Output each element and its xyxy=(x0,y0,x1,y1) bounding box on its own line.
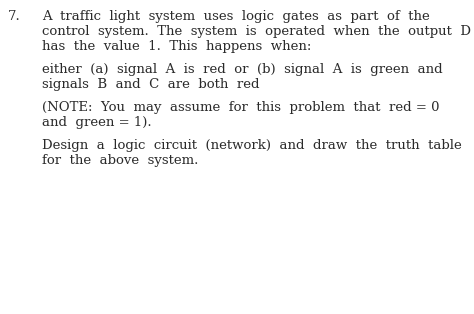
Text: Design  a  logic  circuit  (network)  and  draw  the  truth  table: Design a logic circuit (network) and dra… xyxy=(42,139,462,152)
Text: either  (a)  signal  A  is  red  or  (b)  signal  A  is  green  and: either (a) signal A is red or (b) signal… xyxy=(42,63,443,76)
Text: signals  B  and  C  are  both  red: signals B and C are both red xyxy=(42,78,259,91)
Text: (NOTE:  You  may  assume  for  this  problem  that  red = 0: (NOTE: You may assume for this problem t… xyxy=(42,101,439,114)
Text: A  traffic  light  system  uses  logic  gates  as  part  of  the: A traffic light system uses logic gates … xyxy=(42,10,430,23)
Text: and  green = 1).: and green = 1). xyxy=(42,116,152,129)
Text: 7.: 7. xyxy=(8,10,21,23)
Text: control  system.  The  system  is  operated  when  the  output  D: control system. The system is operated w… xyxy=(42,25,471,38)
Text: has  the  value  1.  This  happens  when:: has the value 1. This happens when: xyxy=(42,40,311,53)
Text: for  the  above  system.: for the above system. xyxy=(42,154,199,167)
